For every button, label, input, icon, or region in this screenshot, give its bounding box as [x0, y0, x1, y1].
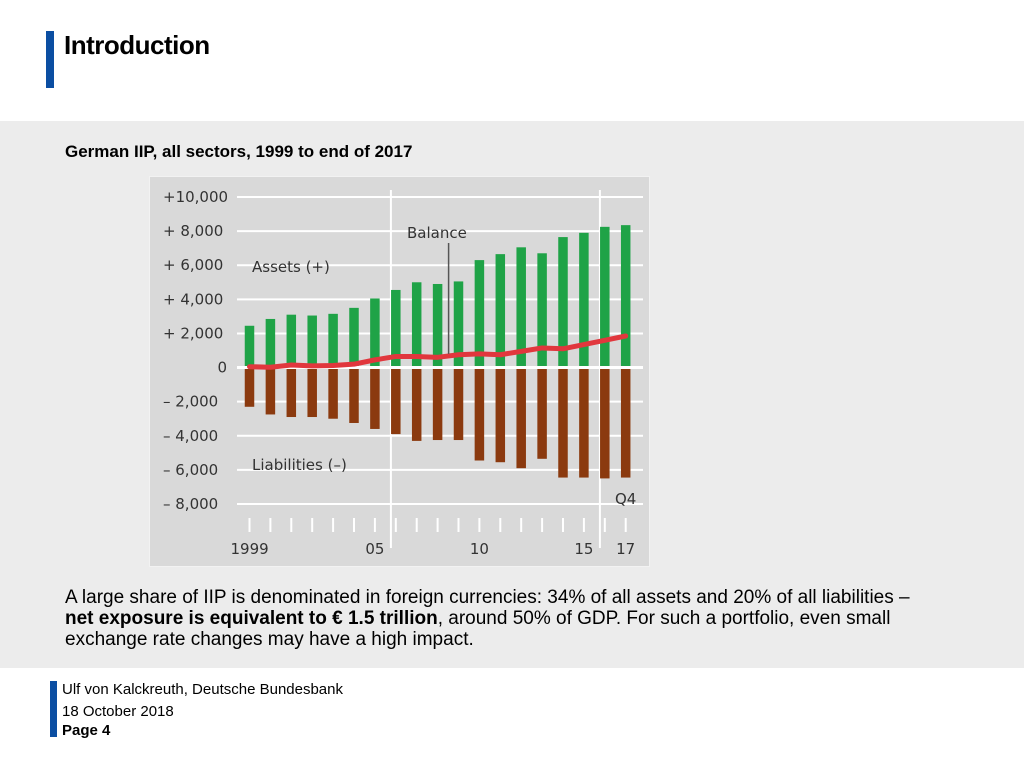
q4-label: Q4 — [615, 490, 636, 508]
chart-panel: +10,000 + 8,000 + 6,000 + 4,000 + 2,000 0 – 2,… — [149, 176, 650, 567]
asset-bar — [579, 232, 589, 368]
x-tick-label: 10 — [470, 540, 489, 558]
y-tick-label: + 8,000 — [163, 222, 223, 240]
asset-bar — [265, 318, 276, 368]
iip-chart: +10,000 + 8,000 + 6,000 + 4,000 + 2,000 0 – 2,… — [163, 188, 643, 558]
y-tick-label: +10,000 — [163, 188, 228, 206]
assets-label: Assets (+) — [252, 258, 330, 276]
asset-bar — [474, 260, 485, 368]
y-tick-label: + 6,000 — [163, 256, 223, 274]
chart-heading: German IIP, all sectors, 1999 to end of … — [65, 142, 413, 161]
y-tick-label: + 4,000 — [163, 290, 223, 308]
y-tick-label: – 4,000 — [163, 427, 218, 445]
liability-bar — [432, 367, 443, 441]
footer-accent-bar — [50, 681, 57, 737]
asset-bar — [307, 315, 317, 368]
liability-bar — [558, 367, 568, 478]
y-tick-label: – 8,000 — [163, 495, 218, 513]
liability-bar — [474, 367, 485, 461]
liability-bar — [600, 367, 610, 479]
x-tick-label: 1999 — [231, 540, 269, 558]
liability-bar — [411, 367, 422, 441]
asset-bar — [600, 226, 610, 368]
footer-date: 18 October 2018 — [62, 703, 174, 720]
liability-bar — [265, 367, 276, 415]
footer-author: Ulf von Kalckreuth, Deutsche Bundesbank — [62, 681, 343, 698]
y-tick-label: – 6,000 — [163, 461, 218, 479]
y-tick-label: + 2,000 — [163, 324, 223, 342]
liability-bar — [244, 367, 255, 407]
asset-bar — [453, 281, 464, 368]
liabilities-label: Liabilities (–) — [252, 456, 347, 474]
asset-bar — [370, 298, 380, 368]
body-text-part1: A large share of IIP is denominated in f… — [65, 587, 910, 608]
asset-bar — [411, 282, 422, 368]
liability-bar — [495, 367, 506, 463]
asset-bar — [244, 325, 255, 368]
liability-bar — [579, 367, 589, 478]
balance-label: Balance — [407, 224, 467, 242]
asset-bar — [432, 283, 443, 368]
x-tick-label: 15 — [574, 540, 593, 558]
asset-bar — [537, 253, 547, 368]
liability-bar — [391, 367, 401, 435]
title-accent-bar — [46, 31, 54, 88]
x-tick-label: 05 — [365, 540, 384, 558]
liability-bar — [453, 367, 464, 441]
asset-bar — [328, 313, 338, 368]
balance-line — [247, 333, 629, 370]
liability-bar — [307, 367, 317, 418]
asset-bar — [516, 247, 526, 368]
asset-bar — [349, 307, 359, 368]
liability-bar — [516, 367, 526, 469]
footer-page-number: Page 4 — [62, 722, 111, 739]
liability-bar — [620, 367, 631, 478]
y-tick-label: 0 — [217, 359, 227, 377]
liability-bar — [286, 367, 297, 418]
liability-bar — [537, 367, 547, 459]
liability-bar — [349, 367, 359, 423]
x-tick-label: 17 — [616, 540, 635, 558]
body-paragraph: A large share of IIP is denominated in f… — [65, 587, 925, 650]
body-text-part2: , around 50% of GDP. For such a portfoli… — [65, 608, 891, 650]
asset-bar — [620, 225, 631, 368]
asset-bar — [495, 254, 506, 368]
slide-title: Introduction — [64, 30, 210, 60]
y-tick-label: – 2,000 — [163, 393, 218, 411]
liability-bar — [370, 367, 380, 429]
asset-bar — [558, 237, 568, 368]
asset-bar — [286, 314, 297, 368]
liability-bar — [328, 367, 338, 419]
body-text-bold: net exposure is equivalent to € 1.5 tril… — [65, 608, 438, 629]
asset-bar — [391, 289, 401, 368]
